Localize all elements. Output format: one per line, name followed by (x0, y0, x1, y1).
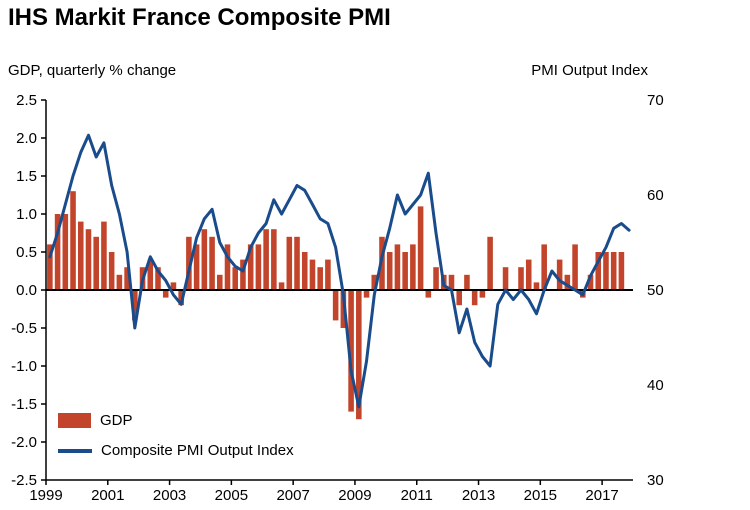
svg-text:2009: 2009 (338, 487, 371, 504)
legend-row-gdp: GDP (58, 412, 294, 429)
svg-text:30: 30 (647, 472, 664, 489)
svg-text:2015: 2015 (524, 487, 557, 504)
svg-text:2.0: 2.0 (16, 130, 37, 147)
svg-text:-0.5: -0.5 (11, 320, 37, 337)
svg-text:1999: 1999 (29, 487, 62, 504)
svg-text:2003: 2003 (153, 487, 186, 504)
chart-title: IHS Markit France Composite PMI (8, 4, 391, 31)
svg-text:0.0: 0.0 (16, 282, 37, 299)
svg-text:2013: 2013 (462, 487, 495, 504)
legend-row-pmi: Composite PMI Output Index (58, 442, 294, 459)
left-axis-caption: GDP, quarterly % change (8, 62, 177, 79)
svg-text:2011: 2011 (401, 487, 433, 504)
svg-text:2001: 2001 (91, 487, 124, 504)
svg-text:-2.5: -2.5 (11, 472, 37, 489)
svg-text:0.5: 0.5 (16, 244, 37, 261)
right-axis-caption: PMI Output Index (531, 62, 648, 79)
svg-text:50: 50 (647, 282, 664, 299)
svg-text:1.0: 1.0 (16, 206, 37, 223)
pmi-line-swatch-icon (58, 448, 92, 453)
svg-text:1.5: 1.5 (16, 168, 37, 185)
gdp-legend-label: GDP (100, 412, 133, 429)
gdp-swatch-icon (58, 413, 91, 428)
svg-text:60: 60 (647, 187, 664, 204)
svg-text:2017: 2017 (585, 487, 618, 504)
svg-text:-1.5: -1.5 (11, 396, 37, 413)
svg-text:40: 40 (647, 377, 664, 394)
svg-text:-1.0: -1.0 (11, 358, 37, 375)
svg-text:2005: 2005 (215, 487, 248, 504)
svg-text:2.5: 2.5 (16, 92, 37, 109)
svg-text:70: 70 (647, 92, 664, 109)
chart-legend: GDP Composite PMI Output Index (58, 412, 294, 459)
pmi-legend-label: Composite PMI Output Index (101, 442, 294, 459)
svg-text:2007: 2007 (276, 487, 309, 504)
svg-text:-2.0: -2.0 (11, 434, 37, 451)
